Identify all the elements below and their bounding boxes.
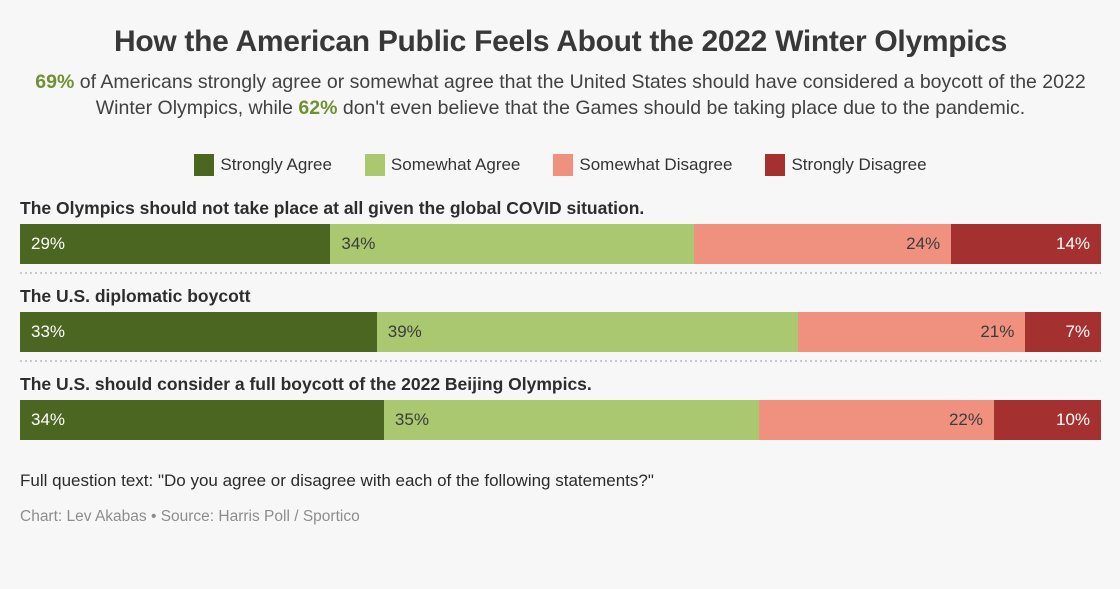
dotted-divider <box>20 360 1101 362</box>
bar-segment-somewhat-agree: 35% <box>383 400 759 440</box>
bar-segment-somewhat-disagree: 24% <box>694 224 952 264</box>
legend-label: Somewhat Disagree <box>579 155 733 174</box>
statement-label: The U.S. should consider a full boycott … <box>20 374 592 394</box>
bar-segment-somewhat-agree: 39% <box>376 312 799 352</box>
bar-segment-strongly-disagree: 10% <box>993 400 1102 440</box>
bar-segment-strongly-agree: 34% <box>20 400 384 440</box>
chart-page: How the American Public Feels About the … <box>0 24 1120 589</box>
bar-segment-strongly-disagree: 7% <box>1025 312 1102 352</box>
bar-value-label: 10% <box>1055 410 1091 429</box>
subtitle-text: of Americans strongly agree or somewhat … <box>74 71 1086 119</box>
legend-label: Strongly Agree <box>220 155 332 174</box>
legend-item-strongly-agree: Strongly Agree <box>194 154 332 176</box>
bar-value-label: 29% <box>31 234 66 253</box>
chart-title: How the American Public Feels About the … <box>113 25 1008 58</box>
statement-label: The U.S. diplomatic boycott <box>20 286 251 306</box>
legend-swatch <box>765 154 786 176</box>
source-credit: Chart: Lev Akabas • Source: Harris Poll … <box>20 508 360 525</box>
legend-item-somewhat-agree: Somewhat Agree <box>364 154 521 176</box>
bar-segment-somewhat-agree: 34% <box>330 224 695 264</box>
bar-segment-somewhat-disagree: 21% <box>798 312 1026 352</box>
stacked-bar: 29% 34% 24% 14% <box>20 224 1102 264</box>
bar-value-label: 34% <box>341 234 376 253</box>
bar-segment-strongly-agree: 33% <box>20 312 377 352</box>
dotted-divider <box>20 272 1101 274</box>
stacked-bar: 34% 35% 22% 10% <box>20 400 1102 440</box>
bar-value-label: 24% <box>906 234 941 253</box>
bar-value-label: 21% <box>980 322 1015 341</box>
bar-segment-strongly-agree: 29% <box>20 224 331 264</box>
legend-item-strongly-disagree: Strongly Disagree <box>765 154 927 176</box>
statement-label: The Olympics should not take place at al… <box>20 198 645 218</box>
bar-value-label: 22% <box>948 410 983 429</box>
chart-subtitle: 69% of Americans strongly agree or somew… <box>20 69 1101 121</box>
legend-label: Strongly Disagree <box>791 155 927 174</box>
legend-label: Somewhat Agree <box>390 155 521 174</box>
bar-value-label: 34% <box>31 410 66 429</box>
bar-value-label: 14% <box>1055 234 1091 253</box>
subtitle-stat: 69% <box>35 71 75 93</box>
bar-value-label: 33% <box>31 322 66 341</box>
full-question-text: Full question text: "Do you agree or dis… <box>20 471 654 490</box>
stacked-bar: 33% 39% 21% 7% <box>20 312 1102 352</box>
bar-value-label: 39% <box>387 322 422 341</box>
bar-segment-strongly-disagree: 14% <box>951 224 1102 264</box>
legend-swatch <box>364 154 385 176</box>
subtitle-stat: 62% <box>298 97 338 119</box>
legend-swatch <box>194 154 215 176</box>
bar-segment-somewhat-disagree: 22% <box>758 400 994 440</box>
subtitle-text: don't even believe that the Games should… <box>337 97 1026 119</box>
bar-rows: The Olympics should not take place at al… <box>20 197 1102 440</box>
legend-swatch <box>553 154 574 176</box>
legend: Strongly Agree Somewhat Agree Somewhat D… <box>20 154 1101 176</box>
bar-value-label: 35% <box>394 410 429 429</box>
legend-item-somewhat-disagree: Somewhat Disagree <box>553 154 732 176</box>
bar-value-label: 7% <box>1065 322 1091 341</box>
